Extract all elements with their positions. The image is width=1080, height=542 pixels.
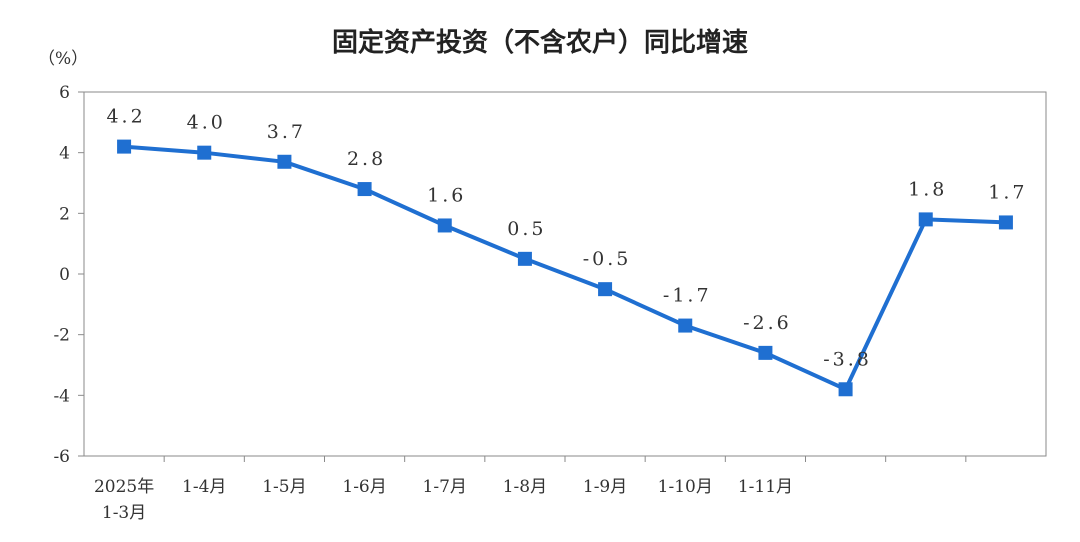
data-point xyxy=(838,382,853,397)
x-tick-label: 1-9月 xyxy=(583,477,627,497)
data-label: 3.7 xyxy=(267,121,306,143)
data-point xyxy=(517,251,532,266)
y-tick-label: 0 xyxy=(59,265,70,285)
y-tick-label: 2 xyxy=(59,204,70,224)
data-point xyxy=(437,218,452,233)
data-point xyxy=(117,139,132,154)
data-label: 0.5 xyxy=(507,218,546,240)
data-point xyxy=(277,154,292,169)
y-tick-label: 4 xyxy=(59,144,70,164)
x-tick-label: 1-5月 xyxy=(262,477,306,497)
y-axis-unit: （%） xyxy=(38,49,89,69)
y-tick-label: 6 xyxy=(59,83,70,103)
data-point xyxy=(678,318,693,333)
data-label: 4.2 xyxy=(106,106,145,128)
data-label: -2.6 xyxy=(743,312,792,334)
x-tick-label: 1-3月 xyxy=(102,503,146,523)
x-tick-label: 1-10月 xyxy=(658,477,713,497)
data-point xyxy=(998,215,1013,230)
y-tick-label: -4 xyxy=(53,386,70,406)
data-point xyxy=(357,182,372,197)
y-tick-label: -6 xyxy=(53,447,70,467)
x-tick-label: 2025年 xyxy=(94,477,154,497)
x-tick-label: 1-11月 xyxy=(738,477,793,497)
data-label: -3.8 xyxy=(823,348,872,370)
chart-title: 固定资产投资（不含农户）同比增速 xyxy=(331,28,748,58)
data-label: -0.5 xyxy=(583,248,632,270)
y-tick-label: -2 xyxy=(53,326,70,346)
data-label: -1.7 xyxy=(663,285,712,307)
series-line xyxy=(123,144,1006,392)
data-point xyxy=(598,282,613,297)
data-label: 1.7 xyxy=(988,181,1027,203)
x-tick-label: 1-8月 xyxy=(503,477,547,497)
data-label: 4.0 xyxy=(187,112,226,134)
x-tick-label: 1-6月 xyxy=(342,477,386,497)
data-point xyxy=(918,212,933,227)
data-label: 1.8 xyxy=(908,178,947,200)
data-point xyxy=(758,345,773,360)
data-point xyxy=(197,145,212,160)
x-tick-label: 1-4月 xyxy=(182,477,226,497)
x-tick-label: 1-7月 xyxy=(423,477,467,497)
data-label: 2.8 xyxy=(347,148,386,170)
data-label: 1.6 xyxy=(427,184,466,206)
